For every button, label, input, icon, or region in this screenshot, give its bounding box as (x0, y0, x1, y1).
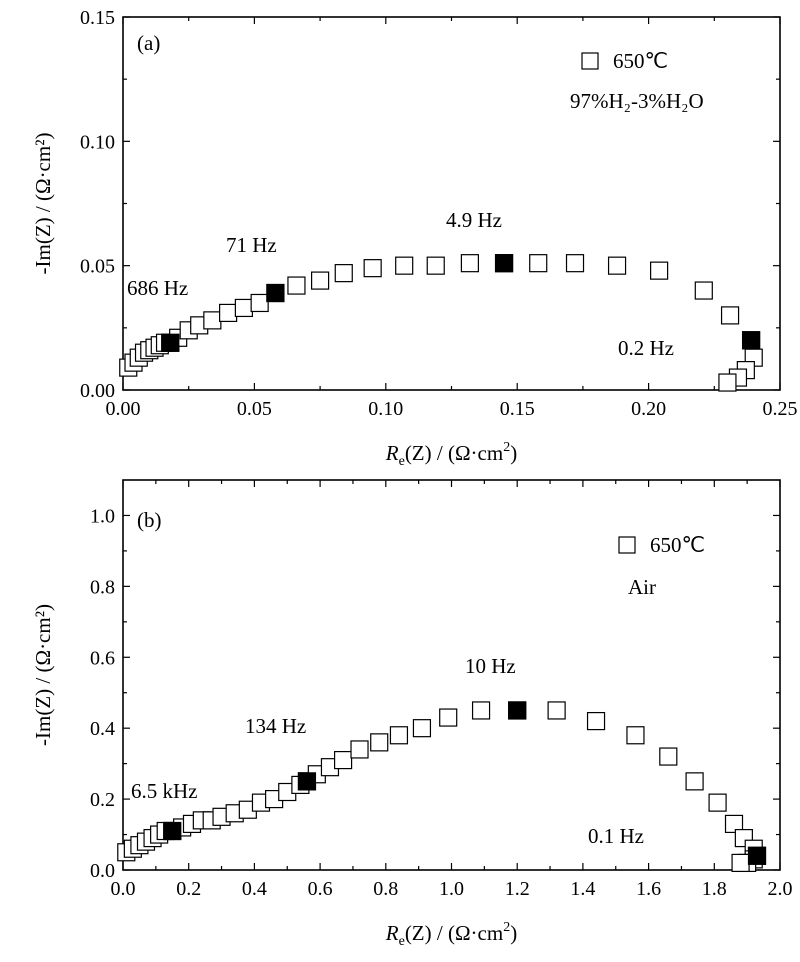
data-point (650, 261, 669, 280)
data-point (694, 281, 713, 300)
plot-frame (122, 16, 781, 391)
x-tick-label: 0.4 (242, 878, 267, 900)
frequency-annotation: 4.9 Hz (446, 208, 502, 232)
data-point (203, 311, 222, 330)
condition-label: 97%H₂-3%H₂O (570, 89, 704, 113)
frequency-annotation: 6.5 kHz (131, 779, 198, 803)
x-tick-label: 1.8 (702, 878, 727, 900)
x-tick-label: 0.05 (237, 398, 272, 420)
frequency-annotation: 71 Hz (226, 233, 277, 257)
panel-label: (b) (137, 508, 162, 532)
data-point (626, 726, 645, 745)
y-tick-label: 0.15 (80, 7, 115, 29)
filled-frequency-point (494, 254, 514, 273)
x-tick-label: 0.15 (500, 398, 535, 420)
y-axis-label: -Im(Z) / (Ω·cm²) (31, 604, 55, 746)
data-point (439, 708, 458, 727)
data-point (363, 259, 382, 278)
filled-frequency-point (163, 821, 182, 841)
data-point (529, 254, 548, 273)
condition-label: Air (628, 575, 656, 599)
data-point (565, 254, 585, 273)
y-tick-label: 0.6 (90, 647, 115, 669)
data-point (412, 719, 432, 738)
data-point (333, 750, 353, 770)
data-point (607, 256, 627, 275)
panel-b: 0.0 0.2 0.4 0.6 0.8 1.0 1.2 1.4 1.6 1.8 2.0 0.0 0.2 0… (31, 479, 793, 949)
legend-label: 650℃ (613, 49, 668, 73)
y-axis-label: -Im(Z) / (Ω·cm²) (31, 132, 55, 274)
frequency-annotation: 0.2 Hz (618, 336, 674, 360)
x-tick-label: 1.0 (439, 878, 464, 900)
x-axis-label: Re(Z) / (Ω·cm2) (385, 920, 517, 949)
data-point (471, 701, 491, 720)
frequency-annotation: 134 Hz (245, 714, 306, 738)
legend-label: 650℃ (650, 533, 705, 557)
data-point (586, 711, 606, 731)
x-tick-label: 0.20 (631, 398, 666, 420)
data-point (219, 303, 238, 323)
data-point (250, 293, 269, 313)
y-tick-label: 0.05 (80, 256, 115, 278)
legend-marker-open-square (618, 536, 636, 554)
y-tick-label: 0.4 (90, 718, 115, 740)
filled-frequency-point (747, 846, 767, 865)
data-point (234, 298, 253, 318)
data-point (720, 306, 740, 325)
filled-frequency-point (266, 283, 285, 303)
filled-frequency-point (297, 772, 317, 791)
data-point (731, 853, 750, 873)
x-tick-label: 0.0 (111, 878, 136, 900)
x-tick-label: 0.8 (373, 878, 398, 900)
data-point (287, 276, 306, 295)
frequency-annotation: 10 Hz (465, 654, 516, 678)
data-point (395, 256, 414, 275)
data-point (708, 793, 727, 812)
data-point (718, 373, 737, 392)
data-point (460, 254, 479, 273)
frequency-annotation: 686 Hz (127, 276, 188, 300)
frequency-annotation: 0.1 Hz (588, 824, 644, 848)
y-tick-label: 0.10 (80, 131, 115, 153)
panel-label: (a) (137, 31, 160, 55)
data-point (311, 271, 330, 290)
data-point (659, 747, 678, 766)
data-point (370, 733, 389, 752)
x-tick-label: 1.4 (570, 878, 595, 900)
legend-marker-open-square (581, 52, 599, 70)
y-tick-label: 0.0 (90, 860, 115, 882)
data-point (724, 814, 744, 834)
x-tick-label: 0.6 (308, 878, 333, 900)
y-tick-label: 0.8 (90, 576, 115, 598)
x-tick-label: 0.10 (368, 398, 403, 420)
filled-frequency-point (508, 701, 527, 720)
filled-frequency-point (161, 333, 180, 352)
filled-frequency-point (741, 331, 761, 350)
data-point (426, 256, 445, 275)
data-point (350, 740, 369, 759)
panel-a: 0.00 0.05 0.10 0.15 0.20 0.25 0.00 0.05 0.10 0.15… (31, 7, 798, 469)
x-tick-label: 1.6 (636, 878, 661, 900)
y-tick-label: 0.00 (80, 380, 115, 402)
x-tick-label: 1.2 (505, 878, 530, 900)
y-tick-label: 1.0 (90, 505, 115, 527)
x-tick-label: 0.2 (176, 878, 201, 900)
data-point (685, 772, 704, 791)
y-tick-label: 0.2 (90, 789, 115, 811)
x-axis-label: Re(Z) / (Ω·cm2) (385, 440, 517, 469)
x-tick-label: 0.25 (763, 398, 798, 420)
data-point (547, 701, 566, 720)
x-tick-label: 2.0 (768, 878, 793, 900)
x-tick-label: 0.00 (106, 398, 141, 420)
data-point (334, 264, 353, 283)
data-point (389, 726, 409, 745)
